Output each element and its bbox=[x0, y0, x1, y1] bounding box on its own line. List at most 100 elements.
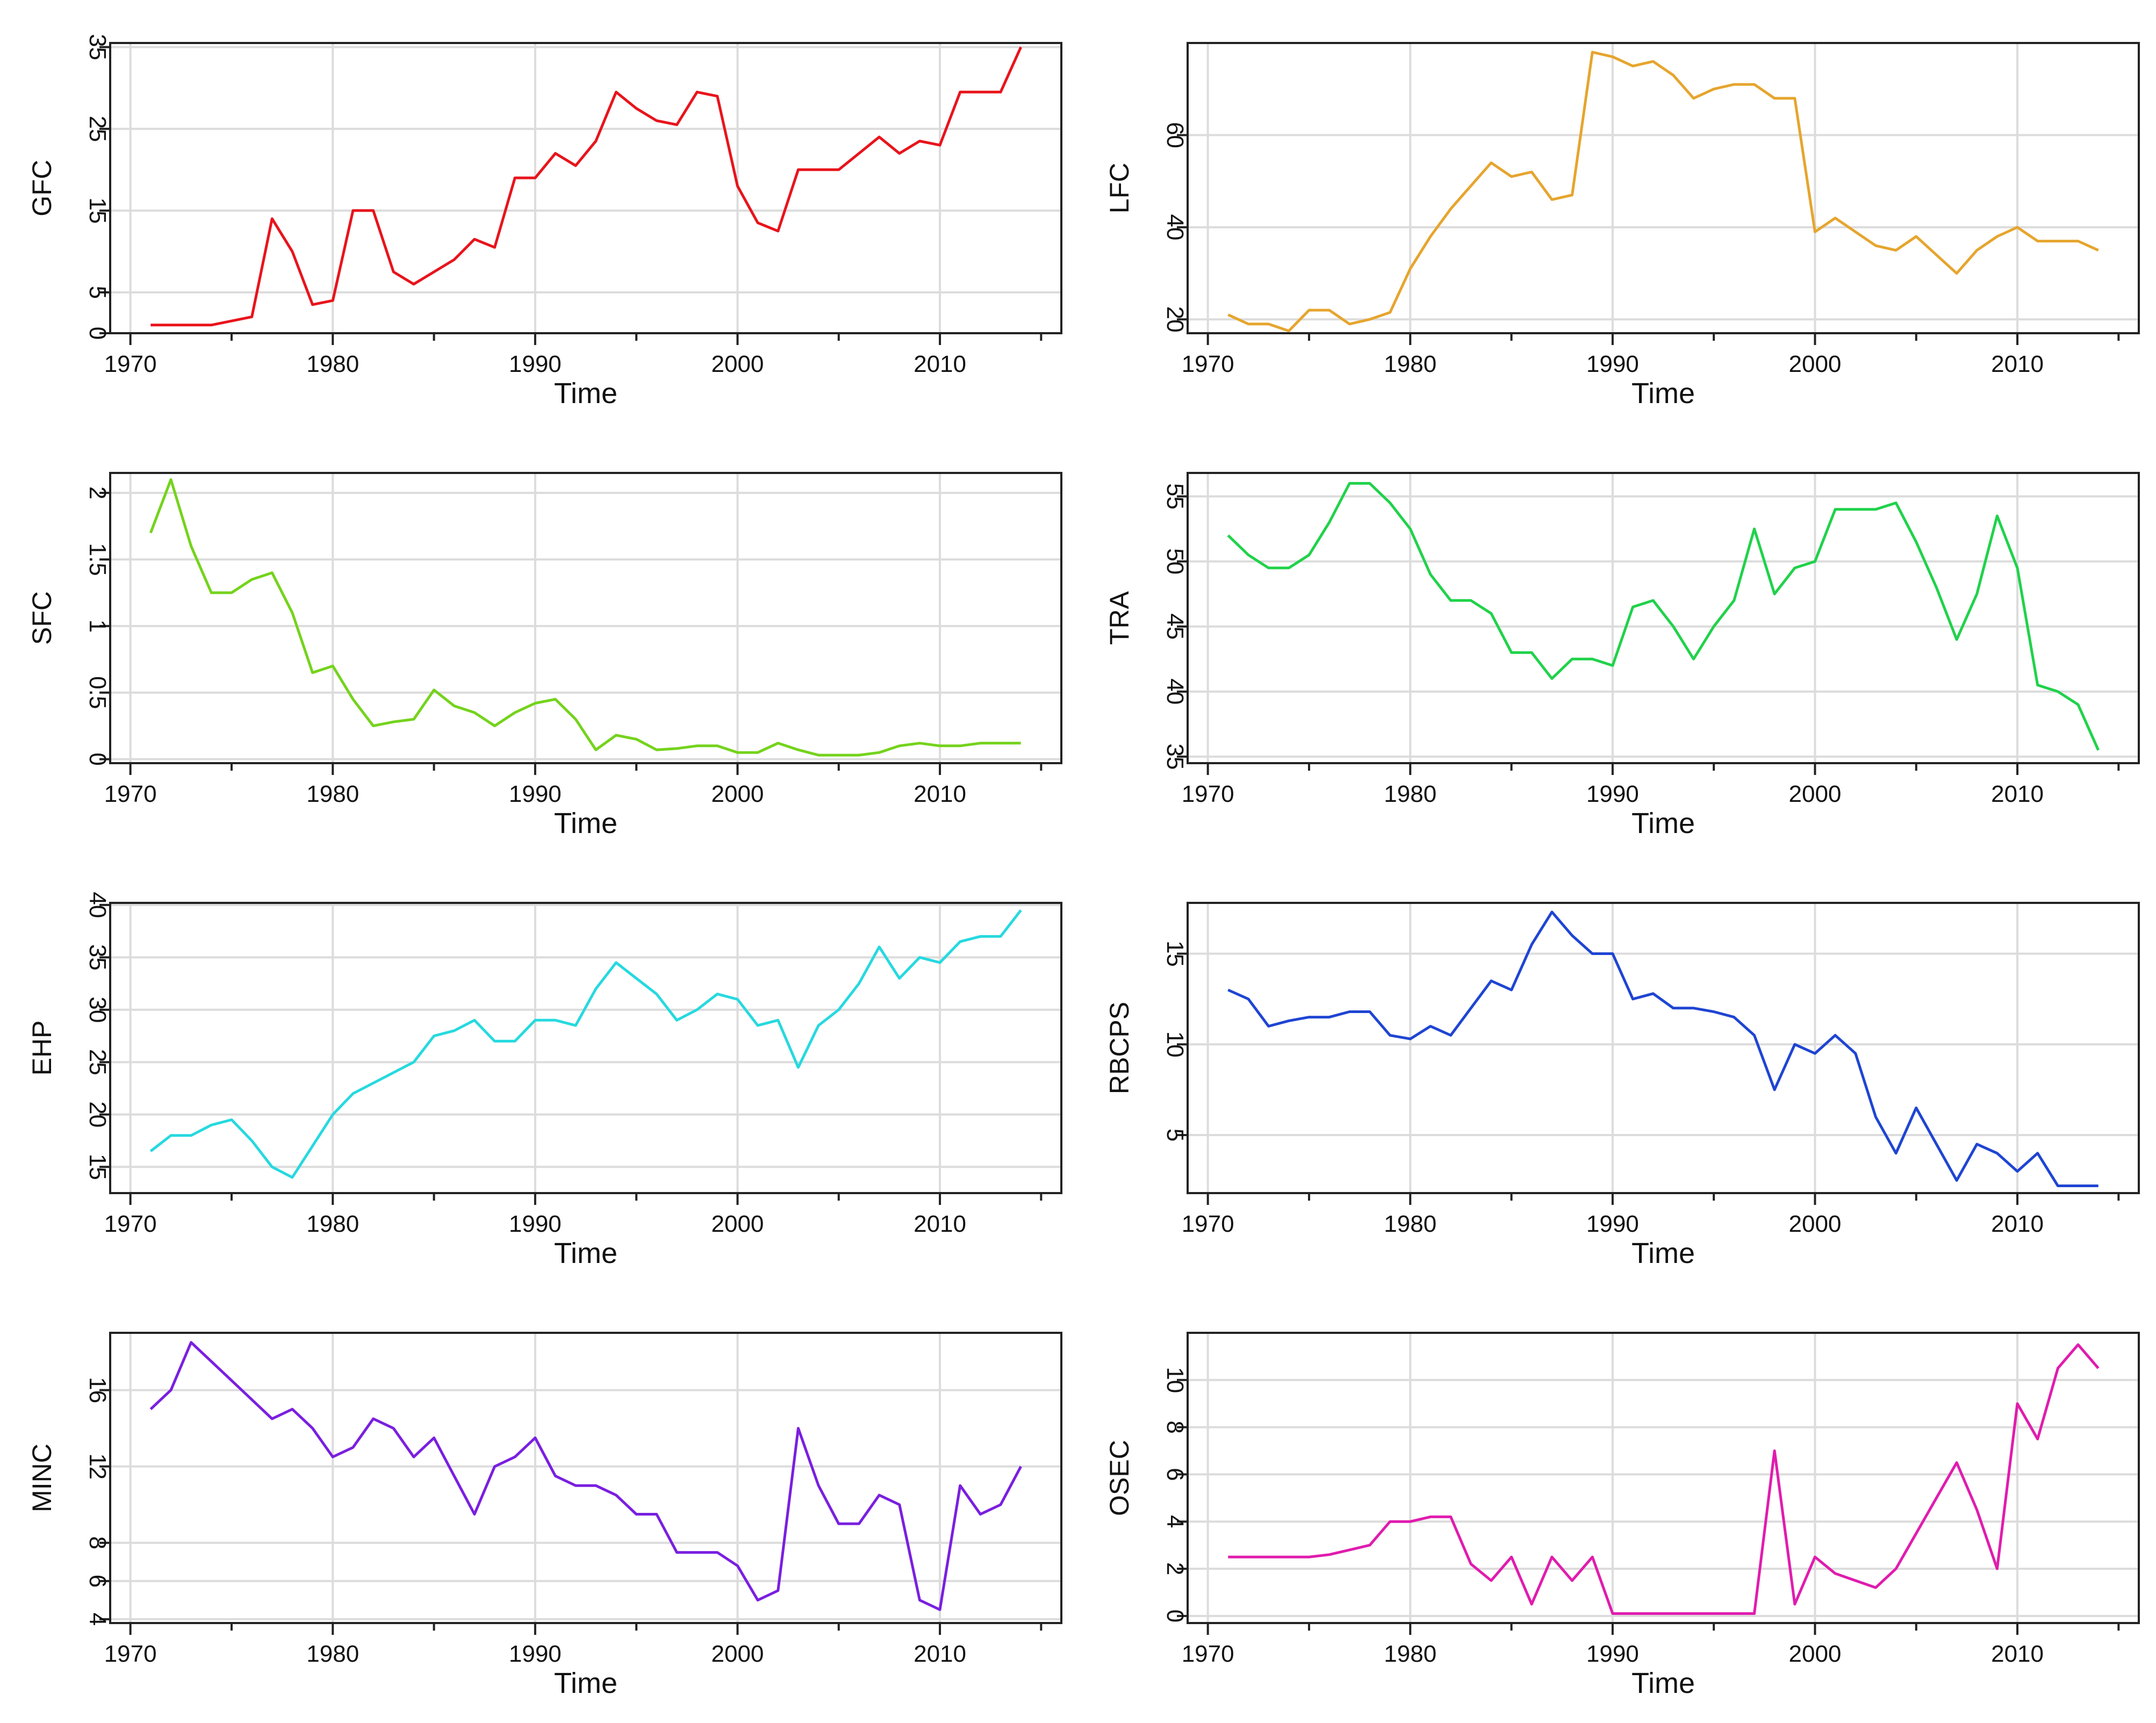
x-tick-label: 2010 bbox=[914, 1641, 966, 1667]
y-tick-label: 2 bbox=[84, 486, 111, 499]
y-tick-label: 15 bbox=[1162, 941, 1188, 967]
y-tick-label: 40 bbox=[1162, 214, 1188, 240]
x-axis-title: Time bbox=[554, 377, 617, 410]
x-tick-label: 1980 bbox=[306, 781, 359, 807]
x-tick-label: 1980 bbox=[306, 351, 359, 377]
x-axis-title: Time bbox=[554, 1667, 617, 1699]
x-axis-title: Time bbox=[1632, 377, 1695, 410]
y-tick-label: 16 bbox=[84, 1377, 111, 1403]
y-tick-label: 8 bbox=[84, 1537, 111, 1549]
y-tick-label: 6 bbox=[84, 1575, 111, 1588]
y-tick-label: 12 bbox=[84, 1453, 111, 1480]
x-tick-label: 2000 bbox=[1789, 1211, 1842, 1237]
chart-panel-sfc: 1970 1980 1990 2000 2010 Time 0 0.5 1 1.5 2 SFC bbox=[27, 472, 1062, 839]
x-tick-label: 1990 bbox=[1586, 1641, 1639, 1667]
series-line-minc bbox=[149, 1341, 1022, 1611]
plot-frame bbox=[1187, 472, 2140, 764]
y-tick-label: 8 bbox=[1162, 1420, 1188, 1433]
y-axis-title: RBCPS bbox=[1104, 1002, 1134, 1094]
y-tick-label: 10 bbox=[1162, 1367, 1188, 1393]
y-tick-label: 1 bbox=[84, 620, 111, 633]
series-line-tra bbox=[1227, 482, 2100, 751]
x-tick-label: 2000 bbox=[1789, 351, 1842, 377]
plot-frame bbox=[109, 1332, 1062, 1624]
x-tick-label: 2000 bbox=[1789, 781, 1842, 807]
y-tick-label: 30 bbox=[84, 996, 111, 1023]
series-line-sfc bbox=[149, 478, 1021, 757]
y-tick-label: 0 bbox=[1162, 1610, 1188, 1623]
x-tick-label: 1970 bbox=[1182, 351, 1234, 377]
y-tick-label: 5 bbox=[1162, 1129, 1188, 1142]
y-tick-label: 25 bbox=[84, 116, 111, 142]
x-tick-label: 1970 bbox=[1182, 781, 1234, 807]
x-tick-label: 1990 bbox=[1586, 1211, 1639, 1237]
x-axis-title: Time bbox=[1632, 1237, 1695, 1269]
y-axis-title: TRA bbox=[1104, 591, 1134, 645]
x-tick-label: 2010 bbox=[1991, 351, 2044, 377]
y-tick-label: 55 bbox=[1162, 483, 1188, 509]
x-tick-label: 1990 bbox=[509, 1641, 562, 1667]
x-tick-label: 1990 bbox=[509, 1211, 562, 1237]
series-line-lfc bbox=[1227, 51, 2099, 333]
x-tick-label: 1970 bbox=[104, 1641, 157, 1667]
y-tick-label: 35 bbox=[84, 944, 111, 971]
y-tick-label: 35 bbox=[84, 34, 111, 60]
x-tick-label: 2010 bbox=[1991, 1211, 2044, 1237]
chart-panel-lfc: 1970 1980 1990 2000 2010 Time 20 40 60 LFC bbox=[1104, 42, 2140, 410]
y-tick-label: 25 bbox=[84, 1049, 111, 1075]
x-tick-label: 1990 bbox=[509, 781, 562, 807]
x-tick-label: 1970 bbox=[104, 781, 157, 807]
y-axis-title: GFC bbox=[27, 160, 57, 217]
x-tick-label: 1980 bbox=[1384, 351, 1436, 377]
x-tick-label: 1980 bbox=[1384, 1641, 1436, 1667]
y-tick-label: 20 bbox=[1162, 306, 1188, 333]
y-axis-title: LFC bbox=[1104, 163, 1134, 213]
y-tick-label: 6 bbox=[1162, 1468, 1188, 1481]
x-tick-label: 2000 bbox=[712, 351, 764, 377]
x-tick-label: 2000 bbox=[712, 1211, 764, 1237]
x-tick-label: 2010 bbox=[1991, 781, 2044, 807]
series-line-ehp bbox=[149, 909, 1022, 1179]
x-tick-label: 1980 bbox=[306, 1211, 359, 1237]
series-line-gfc bbox=[150, 46, 1022, 327]
y-axis-title: SFC bbox=[27, 591, 57, 645]
y-axis-title: MINC bbox=[27, 1444, 57, 1512]
x-axis-title: Time bbox=[1632, 807, 1695, 839]
y-tick-label: 0 bbox=[84, 327, 111, 340]
y-tick-label: 5 bbox=[84, 286, 111, 299]
x-tick-label: 1990 bbox=[1586, 351, 1639, 377]
x-tick-label: 1970 bbox=[104, 351, 157, 377]
x-tick-label: 1970 bbox=[104, 1211, 157, 1237]
chart-panel-osec: 1970 1980 1990 2000 2010 Time 0 2 4 6 8 10 OSEC bbox=[1104, 1332, 2140, 1699]
x-tick-label: 2010 bbox=[914, 1211, 966, 1237]
y-tick-label: 4 bbox=[1162, 1515, 1188, 1528]
x-tick-label: 2000 bbox=[712, 781, 764, 807]
y-tick-label: 60 bbox=[1162, 122, 1188, 148]
chart-panel-gfc: 1970 1980 1990 2000 2010 Time 0 5 15 25 35 GFC bbox=[27, 34, 1062, 410]
chart-panel-minc: 1970 1980 1990 2000 2010 Time 4 6 8 12 16 MINC bbox=[27, 1332, 1062, 1699]
x-tick-label: 1980 bbox=[1384, 1211, 1436, 1237]
x-tick-label: 1980 bbox=[1384, 781, 1436, 807]
chart-panel-ehp: 1970 1980 1990 2000 2010 Time 15 20 25 30 35 40 EHP bbox=[27, 892, 1062, 1269]
x-tick-label: 1970 bbox=[1182, 1211, 1234, 1237]
plot-frame bbox=[109, 42, 1062, 334]
plot-frame bbox=[109, 902, 1062, 1194]
x-tick-label: 1990 bbox=[509, 351, 562, 377]
x-tick-label: 2010 bbox=[914, 781, 966, 807]
x-tick-label: 1970 bbox=[1182, 1641, 1234, 1667]
x-tick-label: 2000 bbox=[712, 1641, 764, 1667]
chart-panel-rbcps: 1970 1980 1990 2000 2010 Time 5 10 15 RBCPS bbox=[1104, 902, 2140, 1269]
x-axis-title: Time bbox=[554, 807, 617, 839]
y-tick-label: 10 bbox=[1162, 1031, 1188, 1058]
x-axis-title: Time bbox=[1632, 1667, 1695, 1699]
x-tick-label: 1980 bbox=[306, 1641, 359, 1667]
y-tick-label: 45 bbox=[1162, 613, 1188, 640]
x-tick-label: 1990 bbox=[1586, 781, 1639, 807]
y-tick-label: 0.5 bbox=[84, 676, 111, 709]
chart-panel-tra: 1970 1980 1990 2000 2010 Time 35 40 45 50 55 TRA bbox=[1104, 472, 2140, 839]
series-line-osec bbox=[1228, 1343, 2100, 1615]
series-line-rbcps bbox=[1227, 910, 2098, 1187]
plot-frame bbox=[1187, 42, 2140, 334]
y-tick-label: 1.5 bbox=[84, 543, 111, 576]
